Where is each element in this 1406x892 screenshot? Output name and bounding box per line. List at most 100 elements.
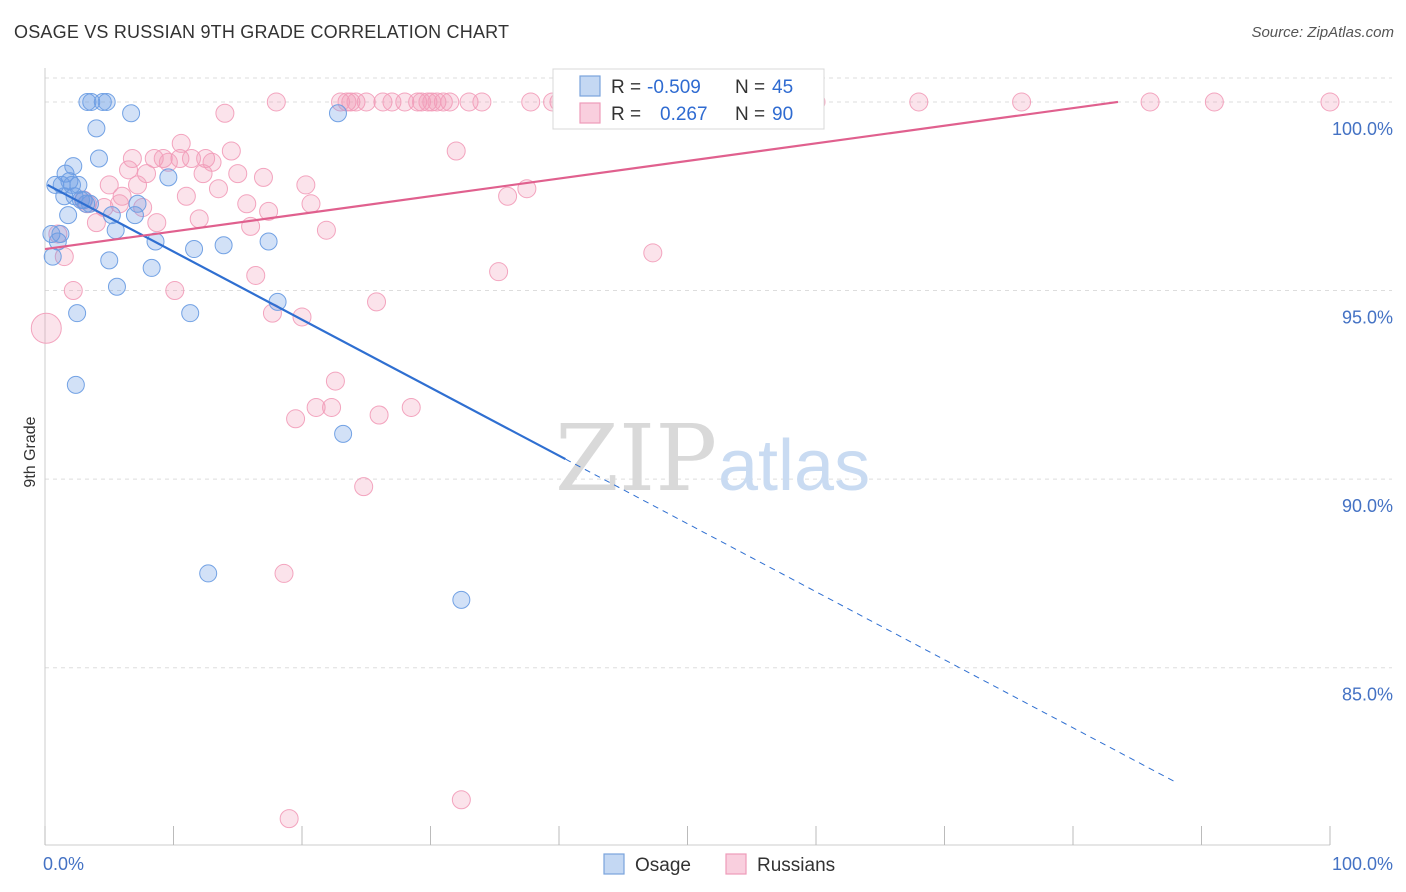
russians-point bbox=[170, 149, 190, 169]
russians-point bbox=[909, 92, 929, 112]
russians-point bbox=[401, 397, 421, 417]
russians-point bbox=[208, 179, 228, 199]
series-legend: Osage Russians bbox=[603, 853, 835, 876]
watermark: ZIP atlas bbox=[555, 405, 870, 512]
osage-point bbox=[125, 206, 144, 225]
osage-points bbox=[42, 92, 471, 609]
osage-point bbox=[62, 175, 81, 194]
osage-point bbox=[59, 206, 78, 225]
legend-osage-n-value: 45 bbox=[772, 77, 793, 98]
russians-point bbox=[266, 92, 286, 112]
x-tick-label-max: 100.0% bbox=[1332, 854, 1393, 874]
russians-point bbox=[99, 175, 119, 195]
bottom-legend-russians-label: Russians bbox=[757, 855, 835, 876]
russians-point bbox=[354, 477, 374, 497]
russians-point bbox=[253, 167, 273, 187]
correlation-legend: R = -0.509 N = 45 R = 0.267 N = 90 bbox=[552, 68, 825, 130]
russians-point bbox=[158, 152, 178, 172]
legend-russians-r-label: R = bbox=[611, 104, 641, 125]
osage-trend-extension bbox=[565, 458, 1177, 783]
chart-title: OSAGE VS RUSSIAN 9TH GRADE CORRELATION C… bbox=[14, 22, 510, 42]
legend-russians-r-value: 0.267 bbox=[660, 104, 708, 125]
russians-point bbox=[122, 149, 142, 169]
legend-osage-r-label: R = bbox=[611, 77, 641, 98]
osage-point bbox=[199, 564, 218, 583]
legend-russians-n-value: 90 bbox=[772, 104, 793, 125]
russians-point bbox=[440, 92, 460, 112]
russians-point bbox=[215, 103, 235, 123]
russians-point bbox=[643, 243, 663, 263]
russians-point bbox=[301, 194, 321, 214]
osage-point bbox=[69, 175, 88, 194]
russians-point bbox=[63, 281, 83, 301]
russians-point bbox=[296, 175, 316, 195]
russians-point bbox=[331, 92, 351, 112]
russians-point bbox=[369, 405, 389, 425]
russians-point bbox=[1320, 92, 1340, 112]
y-tick-label: 90.0% bbox=[1342, 496, 1393, 516]
russians-point bbox=[228, 164, 248, 184]
osage-point bbox=[78, 92, 97, 111]
russians-point bbox=[412, 92, 432, 112]
russians-point bbox=[322, 397, 342, 417]
osage-point bbox=[214, 236, 233, 255]
russians-point bbox=[237, 194, 257, 214]
osage-point bbox=[334, 424, 353, 443]
russians-point bbox=[446, 141, 466, 161]
russians-point bbox=[279, 809, 299, 829]
russians-point bbox=[147, 213, 167, 233]
russians-point bbox=[246, 265, 266, 285]
osage-point bbox=[452, 590, 471, 609]
russians-point bbox=[86, 213, 106, 233]
osage-point bbox=[68, 304, 87, 323]
russians-point bbox=[165, 281, 185, 301]
russians-point bbox=[196, 149, 216, 169]
y-tick-label: 95.0% bbox=[1342, 308, 1393, 328]
osage-point bbox=[128, 194, 147, 213]
osage-point bbox=[100, 251, 119, 270]
watermark-atlas: atlas bbox=[718, 426, 870, 506]
osage-point bbox=[181, 304, 200, 323]
russians-point bbox=[341, 92, 361, 112]
russians-point bbox=[367, 292, 387, 312]
russians-point bbox=[137, 164, 157, 184]
osage-trend-line bbox=[47, 183, 566, 461]
russians-point bbox=[286, 409, 306, 429]
osage-point bbox=[122, 104, 141, 123]
source-label: Source: ZipAtlas.com bbox=[1251, 24, 1394, 41]
russians-point bbox=[306, 397, 326, 417]
watermark-zip: ZIP bbox=[555, 405, 717, 512]
trend-lines bbox=[44, 100, 1177, 783]
russians-point bbox=[356, 92, 376, 112]
legend-osage-r-value: -0.509 bbox=[647, 77, 701, 98]
russians-point bbox=[189, 209, 209, 229]
axes: 85.0% 90.0% 95.0% 100.0% 0.0% 100.0% bbox=[43, 68, 1393, 874]
osage-point bbox=[259, 232, 278, 251]
russians-point bbox=[181, 149, 201, 169]
russians-point bbox=[521, 92, 541, 112]
russians-point bbox=[325, 371, 345, 391]
bottom-legend-russians-swatch bbox=[725, 853, 747, 875]
russians-trend-line bbox=[44, 100, 1119, 251]
russians-point bbox=[176, 186, 196, 206]
russians-point bbox=[346, 92, 366, 112]
russians-point bbox=[30, 312, 62, 344]
osage-point bbox=[93, 92, 112, 111]
legend-russians-swatch bbox=[579, 102, 601, 124]
russians-point bbox=[259, 201, 279, 221]
russians-point bbox=[202, 152, 222, 172]
osage-point bbox=[142, 258, 161, 277]
osage-point bbox=[66, 375, 85, 394]
osage-point bbox=[185, 240, 204, 259]
osage-point bbox=[159, 168, 178, 187]
russians-point bbox=[1204, 92, 1224, 112]
y-tick-label: 85.0% bbox=[1342, 685, 1393, 705]
legend-osage-swatch bbox=[579, 75, 601, 97]
osage-point bbox=[64, 157, 83, 176]
bottom-legend-osage-swatch bbox=[603, 853, 625, 875]
russians-point bbox=[433, 92, 453, 112]
russians-point bbox=[489, 262, 509, 282]
legend-russians-n-label: N = bbox=[735, 104, 765, 125]
bottom-legend-osage-label: Osage bbox=[635, 855, 691, 876]
